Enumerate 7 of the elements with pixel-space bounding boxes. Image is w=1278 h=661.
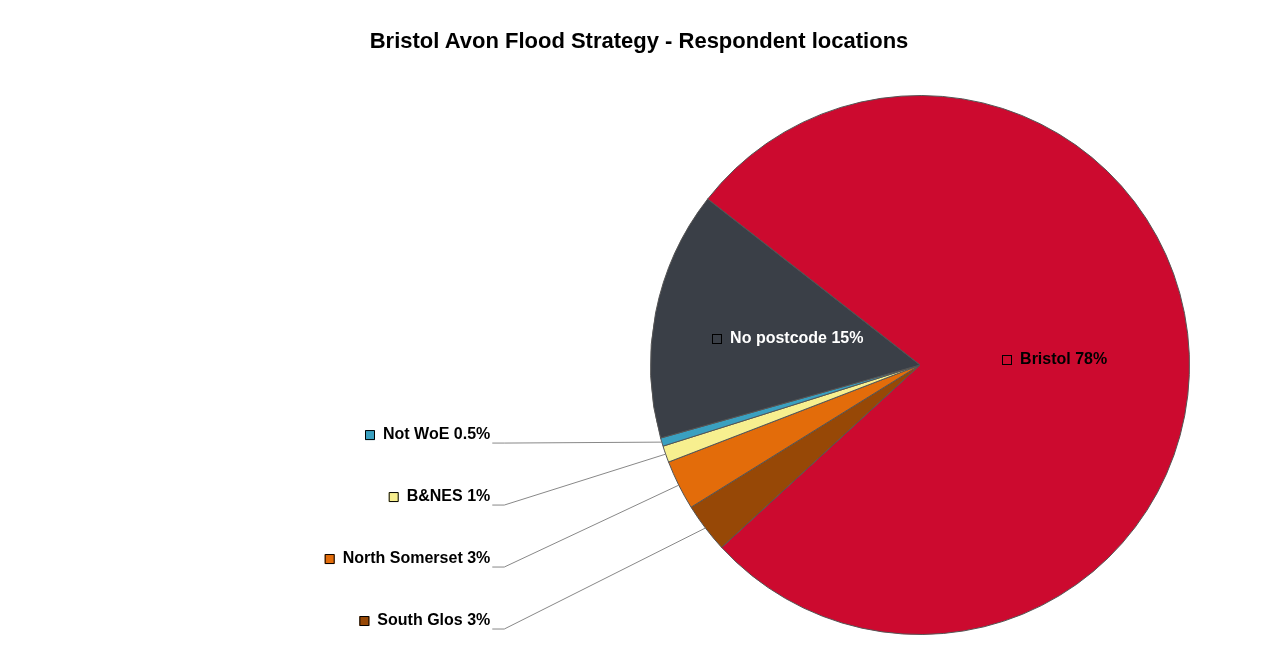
legend-label: B&NES 1% bbox=[406, 487, 491, 505]
legend-label: Bristol 78% bbox=[1020, 350, 1108, 367]
legend-label: South Glos 3% bbox=[377, 611, 491, 629]
legend-label: North Somerset 3% bbox=[342, 549, 491, 567]
legend-label: Not WoE 0.5% bbox=[382, 425, 491, 443]
chart-title: Bristol Avon Flood Strategy - Respondent locations bbox=[368, 28, 910, 54]
legend-label: No postcode 15% bbox=[730, 329, 864, 347]
